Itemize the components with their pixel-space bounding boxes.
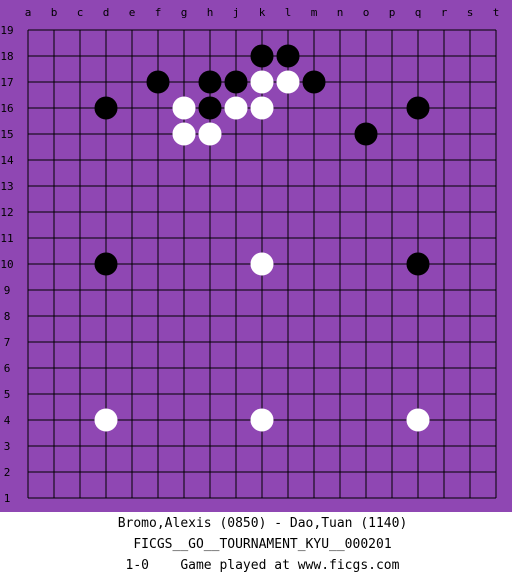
row-label: 6 xyxy=(4,362,11,375)
row-label: 13 xyxy=(0,180,13,193)
column-label: m xyxy=(311,6,318,19)
column-label: k xyxy=(259,6,266,19)
row-label: 17 xyxy=(0,76,13,89)
white-stone xyxy=(172,96,196,120)
black-stone xyxy=(94,96,118,120)
white-stone xyxy=(250,252,274,276)
black-stone xyxy=(198,70,222,94)
go-board: a b c d e f g h j k l m n o p q r s t 19 18 17 16 15 14 13 12 11 10 9… xyxy=(0,0,512,512)
black-stone xyxy=(198,96,222,120)
row-label: 7 xyxy=(4,336,11,349)
row-label: 15 xyxy=(0,128,13,141)
row-label: 5 xyxy=(4,388,11,401)
column-label: e xyxy=(129,6,136,19)
black-stone xyxy=(94,252,118,276)
white-stone xyxy=(224,96,248,120)
black-stone xyxy=(406,252,430,276)
result-line: 1-0 Game played at www.ficgs.com xyxy=(125,558,400,573)
players-line: Bromo,Alexis (0850) - Dao,Tuan (1140) xyxy=(117,516,408,531)
black-stone xyxy=(302,70,326,94)
black-stone xyxy=(250,44,274,68)
column-label: h xyxy=(207,6,214,19)
column-label: l xyxy=(285,6,292,19)
column-label: o xyxy=(363,6,370,19)
row-label: 18 xyxy=(0,50,13,63)
white-stone xyxy=(250,96,274,120)
row-label: 12 xyxy=(0,206,13,219)
column-label: f xyxy=(155,6,162,19)
black-stone xyxy=(276,44,300,68)
white-stone xyxy=(406,408,430,432)
white-stone xyxy=(250,70,274,94)
column-label: p xyxy=(389,6,396,19)
column-label: d xyxy=(103,6,110,19)
white-stone xyxy=(250,408,274,432)
row-label: 14 xyxy=(0,154,14,167)
black-stone xyxy=(224,70,248,94)
white-stone xyxy=(172,122,196,146)
row-label: 9 xyxy=(4,284,11,297)
white-stone xyxy=(276,70,300,94)
row-label: 10 xyxy=(0,258,13,271)
column-label: g xyxy=(181,6,188,19)
row-label: 1 xyxy=(4,492,11,505)
column-label: t xyxy=(493,6,500,19)
row-label: 3 xyxy=(4,440,11,453)
row-label: 4 xyxy=(4,414,11,427)
row-label: 16 xyxy=(0,102,13,115)
column-label: s xyxy=(467,6,474,19)
go-board-svg: a b c d e f g h j k l m n o p q r s t191817161514131211109… xyxy=(0,0,512,512)
column-label: r xyxy=(441,6,448,19)
column-label: n xyxy=(337,6,344,19)
row-label: 19 xyxy=(0,24,13,37)
column-label: j xyxy=(233,6,240,19)
column-label: b xyxy=(51,6,58,19)
black-stone xyxy=(406,96,430,120)
row-label: 8 xyxy=(4,310,11,323)
column-label: a xyxy=(25,6,32,19)
event-line: FICGS__GO__TOURNAMENT_KYU__000201 xyxy=(133,537,392,552)
row-label: 11 xyxy=(0,232,13,245)
column-label: c xyxy=(77,6,84,19)
black-stone xyxy=(354,122,378,146)
white-stone xyxy=(94,408,118,432)
row-label: 2 xyxy=(4,466,11,479)
black-stone xyxy=(146,70,170,94)
white-stone xyxy=(198,122,222,146)
column-label: q xyxy=(415,6,422,19)
